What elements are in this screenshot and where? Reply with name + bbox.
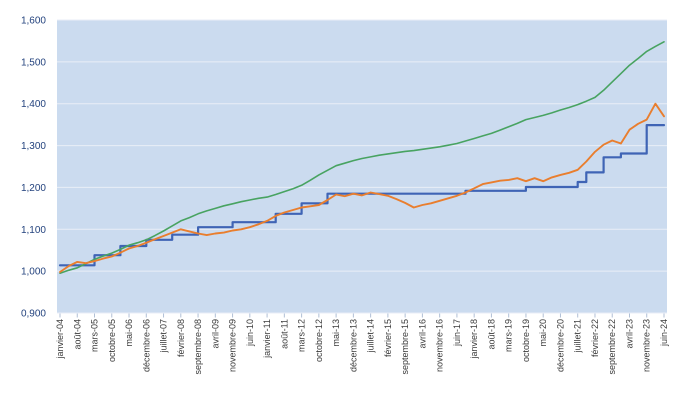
y-axis-tick-label: 1,000 bbox=[21, 267, 46, 278]
x-axis-tick-label: octobre-19 bbox=[521, 319, 531, 362]
y-axis-tick-label: 1,400 bbox=[21, 99, 46, 110]
x-axis-tick-label: août-11 bbox=[279, 319, 289, 349]
x-axis-tick-label: janvier-18 bbox=[469, 319, 479, 360]
x-axis-tick-label: juillet-07 bbox=[159, 319, 169, 354]
x-axis-tick-label: avril-16 bbox=[417, 319, 427, 349]
x-axis-tick-label: novembre-09 bbox=[228, 319, 238, 372]
x-axis-tick-label: février-15 bbox=[383, 319, 393, 357]
x-axis-tick-label: avril-09 bbox=[210, 319, 220, 349]
x-axis-tick-label: septembre-15 bbox=[400, 319, 410, 375]
x-axis-tick-label: octobre-12 bbox=[314, 319, 324, 362]
x-axis-tick-label: décembre-20 bbox=[555, 319, 565, 372]
x-axis-tick-label: mai-20 bbox=[538, 319, 548, 347]
x-axis-tick-label: mai-13 bbox=[331, 319, 341, 347]
x-axis-tick-label: janvier-04 bbox=[55, 319, 65, 360]
x-axis-tick-label: octobre-05 bbox=[107, 319, 117, 362]
y-axis-tick-label: 1,300 bbox=[21, 141, 46, 152]
y-axis-tick-label: 1,100 bbox=[21, 225, 46, 236]
x-axis-tick-label: novembre-16 bbox=[435, 319, 445, 372]
y-axis-tick-label: 1,500 bbox=[21, 57, 46, 68]
x-axis-tick-label: février-22 bbox=[590, 319, 600, 357]
x-axis-tick-label: mars-12 bbox=[297, 319, 307, 352]
x-axis-tick-label: décembre-13 bbox=[348, 319, 358, 372]
x-axis-tick-label: décembre-06 bbox=[141, 319, 151, 372]
x-axis-tick-label: juin-24 bbox=[659, 319, 669, 347]
x-axis-tick-label: juin-10 bbox=[245, 319, 255, 347]
x-axis-tick-label: juillet-21 bbox=[573, 319, 583, 354]
x-axis-tick-label: août-04 bbox=[72, 319, 82, 350]
x-axis-tick-label: janvier-11 bbox=[262, 319, 272, 359]
x-axis-tick-label: mars-19 bbox=[504, 319, 514, 352]
x-axis-tick-label: septembre-22 bbox=[607, 319, 617, 375]
y-axis-tick-label: 0,900 bbox=[21, 309, 46, 320]
green-line bbox=[59, 41, 665, 274]
x-axis-tick-label: février-08 bbox=[176, 319, 186, 357]
plot-area bbox=[57, 20, 667, 313]
orange-line bbox=[59, 102, 665, 273]
y-axis-tick-label: 1,600 bbox=[21, 16, 46, 27]
x-axis-tick-label: août-18 bbox=[486, 319, 496, 350]
x-axis-tick-label: mai-06 bbox=[124, 319, 134, 347]
x-axis-tick-label: novembre-23 bbox=[642, 319, 652, 372]
y-axis-tick-label: 1,200 bbox=[21, 183, 46, 194]
x-axis-tick-label: avril-23 bbox=[624, 319, 634, 349]
x-axis-tick-label: septembre-08 bbox=[193, 319, 203, 375]
x-axis-tick-label: juin-17 bbox=[452, 319, 462, 347]
x-axis-tick-label: juillet-14 bbox=[366, 319, 376, 354]
x-axis-tick-label: mars-05 bbox=[90, 319, 100, 352]
